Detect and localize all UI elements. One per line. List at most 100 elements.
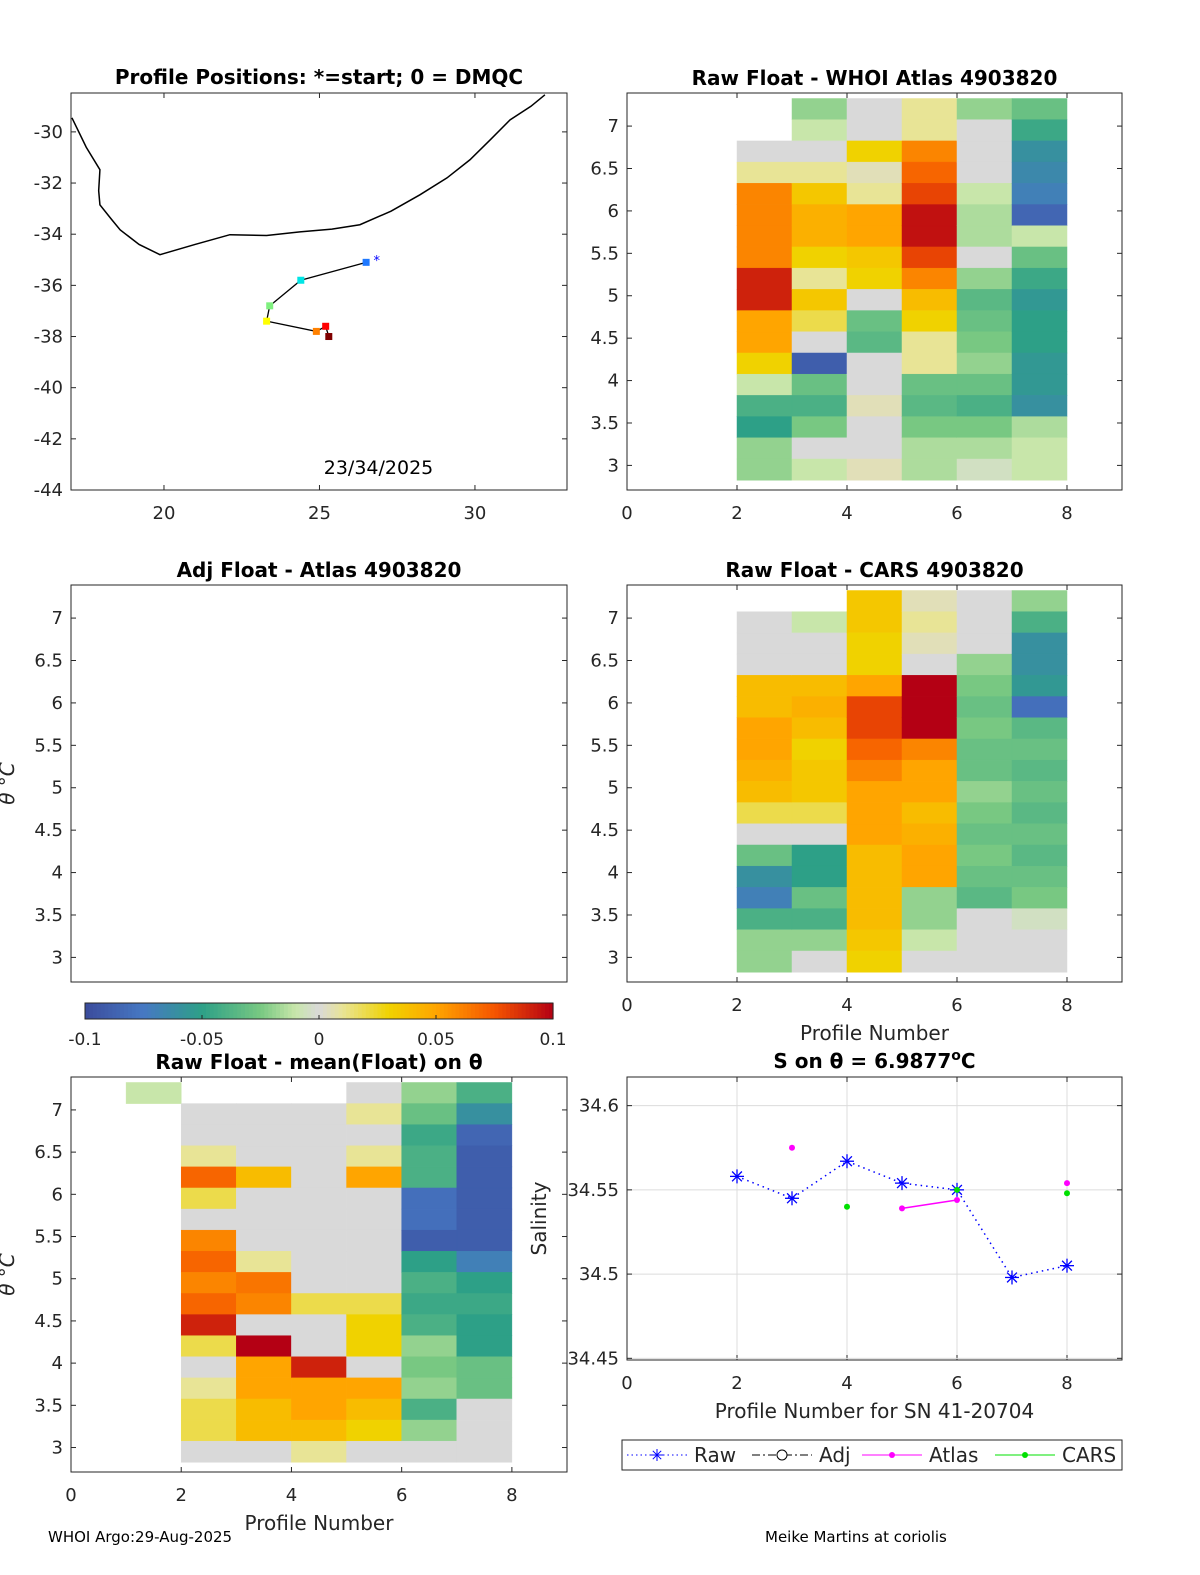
cars-panel: Raw Float - CARS 4903820 0 2 4 6 8 3 3.5 4 4.5 5 5.… (590, 558, 1123, 1045)
legend-entry-adj: Adj (752, 1443, 851, 1467)
heatmap-cell (791, 929, 848, 952)
heatmap-cell (846, 352, 903, 375)
series-cars (844, 1186, 1070, 1210)
y-tick-label: 7 (52, 1100, 63, 1121)
heatmap-cell (736, 929, 793, 952)
heatmap-cell (401, 1272, 458, 1294)
colorbar-segment (455, 1003, 460, 1019)
heatmap-cell (401, 1293, 458, 1315)
heatmap-cell (791, 696, 848, 719)
heatmap-cell (846, 632, 903, 655)
heatmap-cell (401, 1314, 458, 1336)
heatmap-cell (1011, 98, 1068, 120)
heatmap-cell (1011, 611, 1068, 634)
heatmap-cell (791, 352, 848, 375)
colorbar-segment (381, 1003, 386, 1019)
heatmap-cell (736, 611, 793, 634)
heatmap-cell (901, 140, 958, 163)
heatmap-cell (956, 204, 1013, 227)
heatmap-cell (956, 653, 1013, 676)
heatmap-cell (901, 289, 958, 311)
x-tick-label: 0 (621, 1373, 632, 1394)
x-tick-label: 6 (951, 995, 962, 1016)
heatmap-cell (346, 1124, 402, 1147)
heatmap-cell (901, 908, 958, 931)
y-tick-label: 6 (52, 1184, 63, 1205)
colorbar-segment (432, 1003, 437, 1019)
heatmap-cell (236, 1356, 292, 1379)
y-tick-label: 3.5 (34, 905, 63, 926)
heatmap-cell (236, 1229, 292, 1252)
y-tick-label: 4 (52, 1353, 63, 1374)
heatmap-cell (901, 98, 958, 120)
colorbar-segment (334, 1003, 340, 1019)
colorbar-segment (443, 1003, 449, 1019)
heatmap-cell (1011, 140, 1068, 163)
heatmap-cell (1011, 590, 1068, 612)
atlas-axes-box (626, 92, 1123, 491)
heatmap-cell (736, 267, 793, 290)
heatmap-cell (736, 246, 793, 269)
y-tick-label: 6 (608, 201, 619, 222)
colorbar-segment (404, 1003, 410, 1019)
heatmap-cell (1011, 204, 1068, 227)
heatmap-cell (956, 98, 1013, 120)
heatmap-cell (901, 696, 958, 719)
heatmap-column (901, 98, 958, 481)
raw-star-marker (1005, 1270, 1019, 1285)
heatmap-cell (846, 458, 903, 481)
colorbar-segment (525, 1003, 531, 1019)
colorbar-segment (521, 1003, 527, 1019)
heatmap-cell (236, 1251, 292, 1273)
y-tick-label: 4 (608, 863, 619, 884)
heatmap-cell (901, 204, 958, 227)
heatmap-cell (180, 1356, 237, 1379)
heatmap-column (791, 611, 848, 973)
heatmap-cell (901, 395, 958, 417)
colorbar-segment (385, 1003, 390, 1019)
colorbar-segment (506, 1003, 511, 1019)
star-stroke (731, 1171, 743, 1182)
heatmap-cell (901, 887, 958, 909)
colorbar-segment (174, 1003, 180, 1019)
colorbar-segment (205, 1003, 211, 1019)
star-stroke (786, 1192, 798, 1204)
legend-label: Atlas (929, 1443, 978, 1467)
heatmap-cell (180, 1335, 237, 1358)
heatmap-cell (1011, 675, 1068, 697)
mean-ylabel: θ °C (0, 1253, 19, 1296)
heatmap-cell (736, 161, 793, 184)
salinity-xlabel: Profile Number for SN 41-20704 (715, 1399, 1034, 1423)
heatmap-cell (846, 950, 903, 973)
colorbar-segment (486, 1003, 492, 1019)
heatmap-cell (846, 140, 903, 163)
heatmap-cell (401, 1145, 458, 1168)
x-tick-label: 2 (731, 995, 742, 1016)
heatmap-cell (1011, 267, 1068, 290)
heatmap-cell (791, 373, 848, 396)
heatmap-cell (901, 632, 958, 655)
y-tick-label: 3.5 (34, 1395, 63, 1416)
colorbar-segment (326, 1003, 332, 1019)
colorbar-segment (108, 1003, 113, 1019)
salinity-axes-box (626, 1076, 1123, 1361)
legend-star-icon (652, 1450, 662, 1460)
heatmap-cell (956, 310, 1013, 333)
heatmap-cell (791, 823, 848, 846)
colorbar-segment (369, 1003, 375, 1019)
heatmap-cell (456, 1082, 513, 1104)
colorbar-segment (346, 1003, 351, 1019)
legend-circle-icon (776, 1449, 788, 1461)
mean-xlabel: Profile Number (245, 1511, 395, 1535)
colorbar-segment (237, 1003, 242, 1019)
legend-label: CARS (1062, 1443, 1116, 1467)
heatmap-cell (291, 1293, 347, 1315)
adj-title: Adj Float - Atlas 4903820 (177, 558, 462, 582)
x-tick-label: 2 (731, 1373, 742, 1394)
heatmap-column (791, 98, 848, 481)
legend: Raw Adj Atlas CARS (621, 1439, 1123, 1471)
y-tick-label: 34.5 (579, 1264, 619, 1285)
colorbar-segment (248, 1003, 254, 1019)
heatmap-cell (846, 310, 903, 333)
colorbar-segment (510, 1003, 515, 1019)
